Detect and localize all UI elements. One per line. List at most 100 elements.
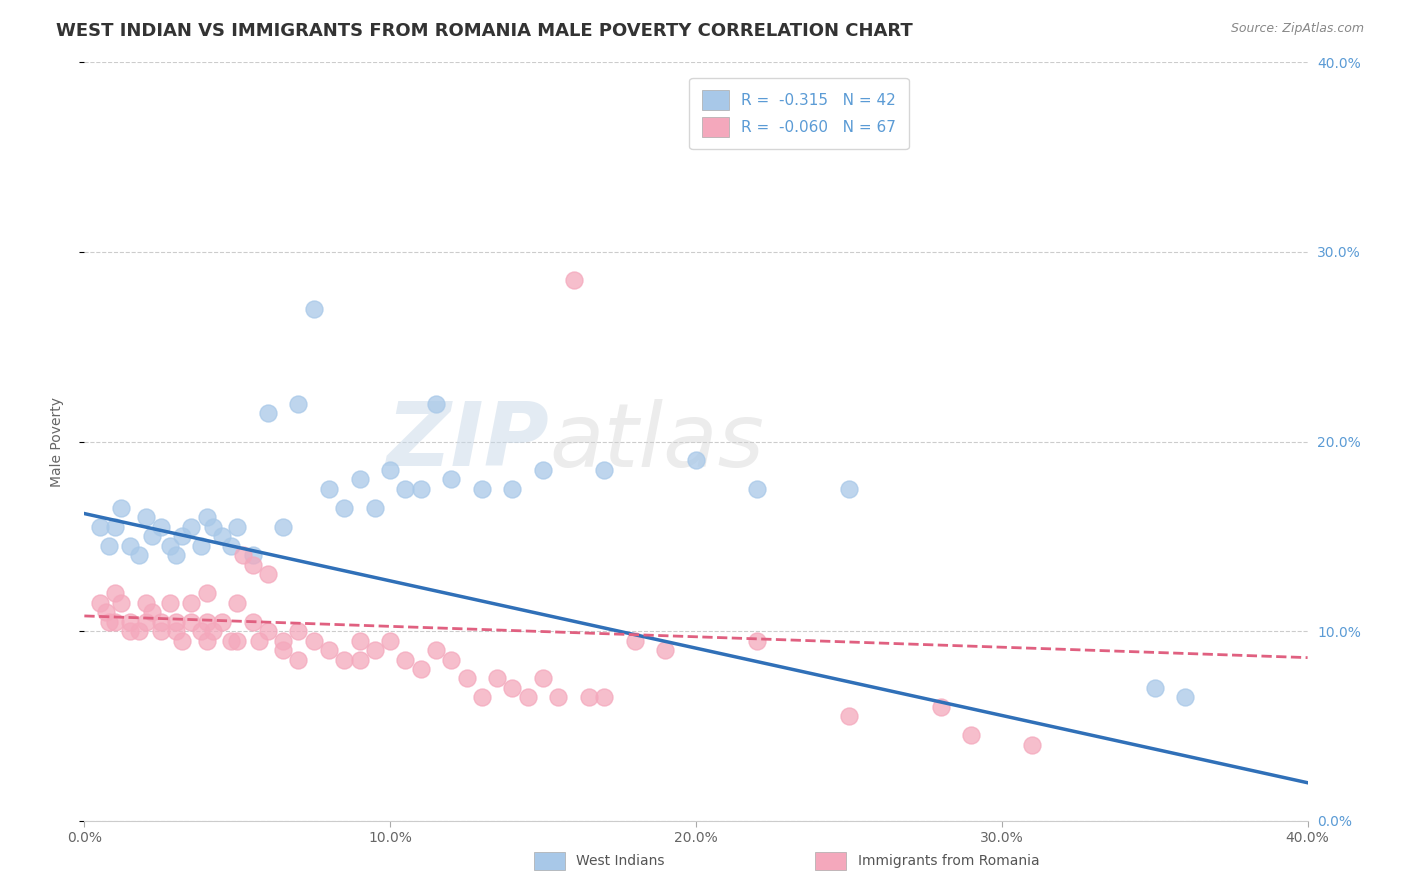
Point: [747, 482, 769, 496]
Text: ZIP: ZIP: [387, 398, 550, 485]
Point: [149, 624, 172, 639]
Point: [624, 633, 647, 648]
Point: [531, 463, 554, 477]
Point: [89, 596, 111, 610]
Point: [190, 624, 212, 639]
Point: [195, 615, 218, 629]
Point: [242, 615, 264, 629]
Point: [97, 539, 120, 553]
Point: [211, 615, 233, 629]
Point: [165, 624, 187, 639]
Point: [219, 539, 242, 553]
Point: [104, 520, 127, 534]
Point: [110, 596, 132, 610]
Point: [471, 690, 494, 705]
Point: [201, 624, 224, 639]
Point: [380, 633, 402, 648]
Point: [409, 482, 432, 496]
Point: [409, 662, 432, 676]
Point: [349, 473, 371, 487]
Point: [159, 539, 181, 553]
Point: [165, 548, 187, 563]
Point: [394, 482, 416, 496]
Point: [302, 633, 325, 648]
Point: [562, 273, 585, 287]
Point: [135, 596, 157, 610]
Point: [838, 709, 860, 723]
Point: [226, 633, 249, 648]
Point: [226, 520, 249, 534]
Point: [578, 690, 600, 705]
Point: [201, 520, 224, 534]
Point: [425, 396, 447, 410]
Point: [165, 615, 187, 629]
Point: [364, 500, 387, 515]
Point: [516, 690, 538, 705]
Point: [94, 605, 117, 619]
Point: [685, 453, 707, 467]
Point: [531, 672, 554, 686]
Point: [190, 539, 212, 553]
Point: [654, 643, 676, 657]
Point: [349, 652, 371, 666]
Point: [747, 633, 769, 648]
Point: [287, 396, 309, 410]
Point: [502, 482, 524, 496]
Point: [257, 624, 280, 639]
Point: [135, 615, 157, 629]
Point: [440, 652, 463, 666]
Point: [271, 643, 294, 657]
Point: [456, 672, 478, 686]
Point: [195, 586, 218, 600]
Point: [172, 529, 194, 543]
Point: [486, 672, 509, 686]
Point: [104, 615, 127, 629]
Point: [1021, 738, 1043, 752]
Point: [960, 728, 983, 742]
Legend: R =  -0.315   N = 42, R =  -0.060   N = 67: R = -0.315 N = 42, R = -0.060 N = 67: [689, 78, 908, 149]
Point: [440, 473, 463, 487]
Text: West Indians: West Indians: [576, 854, 665, 868]
Point: [471, 482, 494, 496]
Point: [394, 652, 416, 666]
Point: [149, 520, 172, 534]
Point: [232, 548, 254, 563]
Point: [333, 652, 356, 666]
Point: [104, 586, 127, 600]
Point: [141, 529, 163, 543]
Point: [242, 548, 264, 563]
Point: [364, 643, 387, 657]
Point: [128, 548, 150, 563]
Point: [247, 633, 270, 648]
Point: [195, 633, 218, 648]
Point: [593, 690, 616, 705]
Y-axis label: Male Poverty: Male Poverty: [49, 397, 63, 486]
Point: [110, 500, 132, 515]
Point: [226, 596, 249, 610]
Point: [1174, 690, 1197, 705]
Point: [135, 510, 157, 524]
Point: [257, 567, 280, 582]
Point: [195, 510, 218, 524]
Point: [120, 624, 142, 639]
Point: [287, 624, 309, 639]
Point: [380, 463, 402, 477]
Point: [180, 615, 202, 629]
Point: [1143, 681, 1166, 695]
Point: [547, 690, 569, 705]
Point: [302, 301, 325, 316]
Point: [287, 652, 309, 666]
Point: [318, 643, 340, 657]
Point: [838, 482, 860, 496]
Point: [929, 699, 952, 714]
Point: [271, 633, 294, 648]
Point: [502, 681, 524, 695]
Point: [180, 596, 202, 610]
Point: [211, 529, 233, 543]
Point: [425, 643, 447, 657]
Text: Source: ZipAtlas.com: Source: ZipAtlas.com: [1230, 22, 1364, 36]
Point: [89, 520, 111, 534]
Point: [120, 539, 142, 553]
Point: [97, 615, 120, 629]
Point: [172, 633, 194, 648]
